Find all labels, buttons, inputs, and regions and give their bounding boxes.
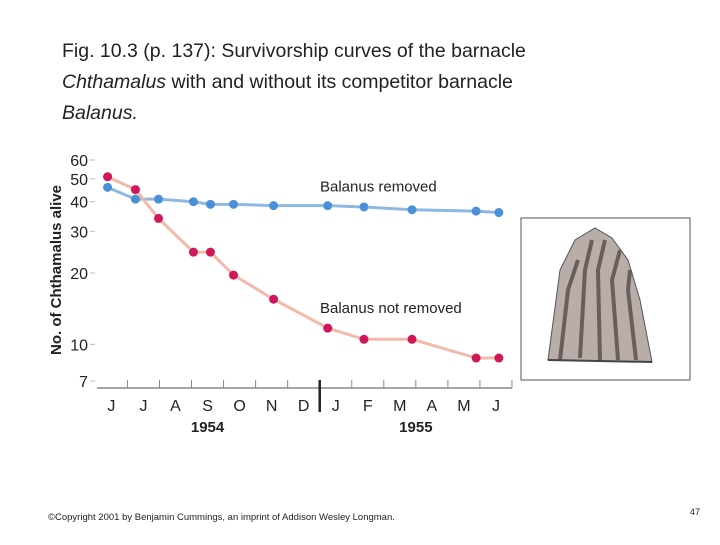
x-tick-label: O xyxy=(233,398,245,415)
x-tick-label: S xyxy=(202,398,213,415)
y-tick-label: 10 xyxy=(70,337,88,354)
point xyxy=(323,201,333,211)
point xyxy=(130,185,140,195)
point xyxy=(359,334,369,344)
title-segment: Balanus. xyxy=(62,102,138,124)
point xyxy=(229,270,239,280)
x-tick-label: J xyxy=(332,398,340,415)
y-tick-label: 30 xyxy=(70,224,88,241)
point xyxy=(130,194,140,204)
y-tick-label: 40 xyxy=(70,195,88,212)
point xyxy=(205,199,215,209)
point xyxy=(154,213,164,223)
y-tick-label: 60 xyxy=(70,153,88,170)
point xyxy=(494,208,504,218)
point xyxy=(407,334,417,344)
point xyxy=(205,247,215,257)
point xyxy=(188,247,198,257)
x-tick-label: J xyxy=(492,398,500,415)
point xyxy=(407,205,417,215)
series-label: Balanus not removed xyxy=(320,300,462,317)
point xyxy=(229,199,239,209)
x-tick-label: A xyxy=(170,398,181,415)
x-tick-label: M xyxy=(393,398,406,415)
y-tick-label: 20 xyxy=(70,266,88,283)
year-label: 1954 xyxy=(191,419,225,436)
series-label: Balanus removed xyxy=(320,179,437,196)
point xyxy=(154,194,164,204)
x-tick-label: J xyxy=(139,398,147,415)
point xyxy=(359,202,369,212)
x-tick-label: M xyxy=(457,398,470,415)
series-line xyxy=(106,175,499,360)
slide-title: Fig. 10.3 (p. 137): Survivorship curves … xyxy=(62,40,526,124)
title-segment: with and without its competitor barnacle xyxy=(166,71,513,93)
x-tick-label: A xyxy=(427,398,438,415)
x-tick-label: D xyxy=(298,398,310,415)
y-tick-label: 50 xyxy=(70,172,88,189)
point xyxy=(494,353,504,363)
x-tick-label: F xyxy=(363,398,373,415)
y-axis-label: No. of Chthamalus alive xyxy=(48,185,65,355)
copyright: ©Copyright 2001 by Benjamin Cummings, an… xyxy=(48,512,395,523)
x-tick-label: J xyxy=(107,398,115,415)
point xyxy=(269,294,279,304)
title-segment: Chthamalus xyxy=(62,71,166,93)
point xyxy=(103,172,113,182)
point xyxy=(471,206,481,216)
year-label: 1955 xyxy=(399,419,432,436)
point xyxy=(323,323,333,333)
point xyxy=(471,353,481,363)
y-tick-label: 7 xyxy=(79,374,88,391)
point xyxy=(188,197,198,207)
point xyxy=(269,201,279,211)
title-segment: Fig. 10.3 (p. 137): Survivorship curves … xyxy=(62,40,526,62)
barnacle-picture xyxy=(520,217,691,381)
point xyxy=(103,182,113,192)
series-line xyxy=(106,185,499,215)
page-number: 47 xyxy=(690,507,700,517)
x-tick-label: N xyxy=(266,398,278,415)
